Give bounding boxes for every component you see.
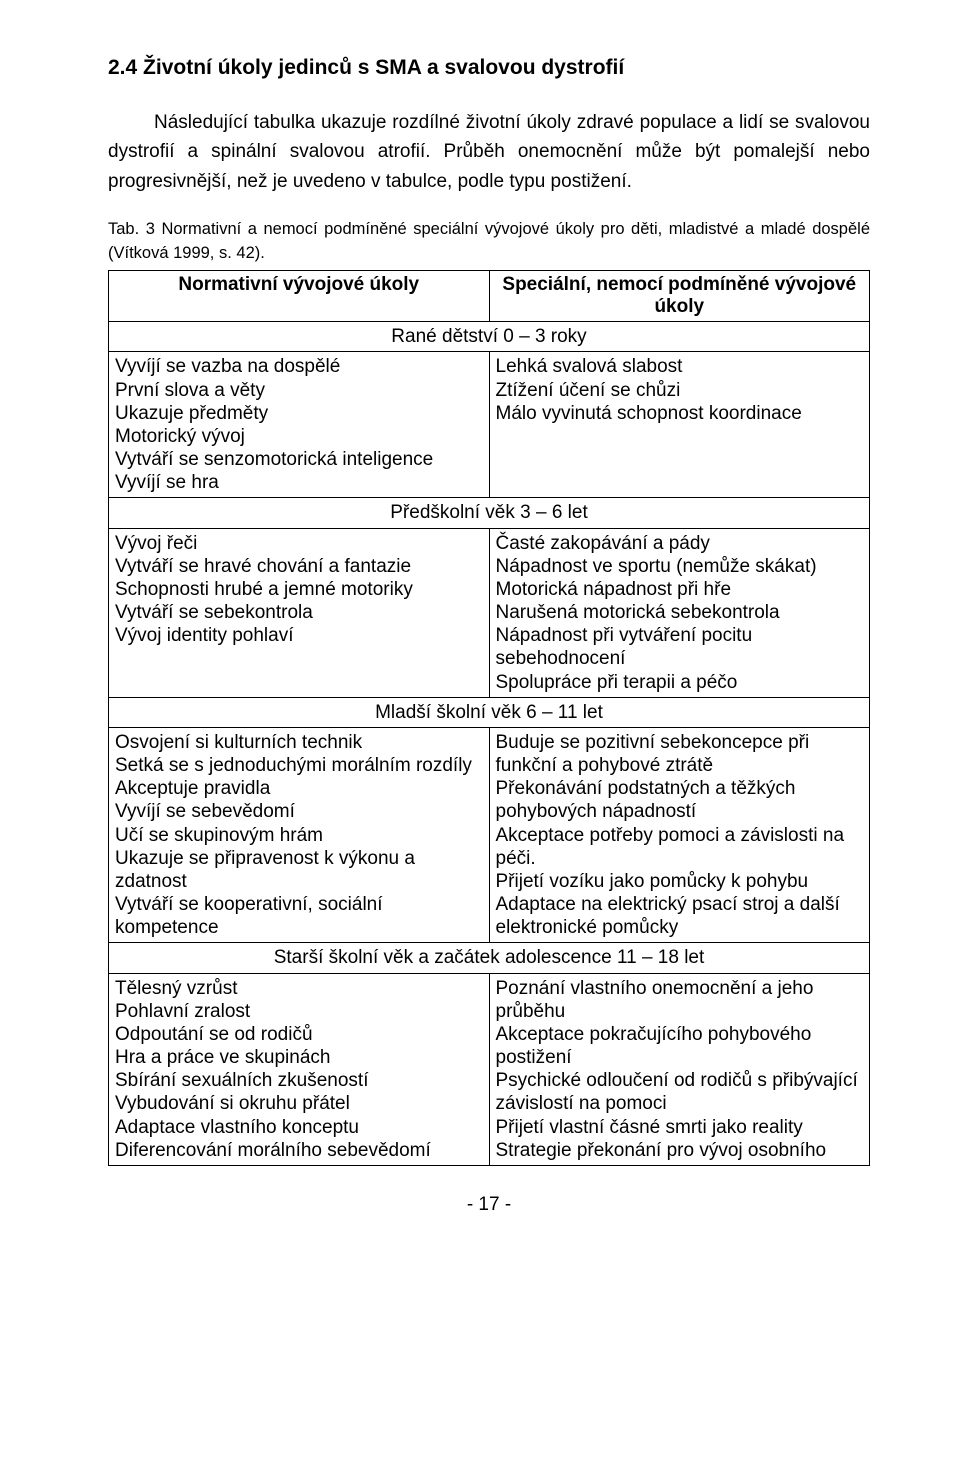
special-cell: Lehká svalová slabostZtížení účení se ch… [489,352,870,498]
special-cell: Časté zakopávání a pádyNápadnost ve spor… [489,528,870,697]
intro-paragraph: Následující tabulka ukazuje rozdílné živ… [108,108,870,196]
developmental-tasks-table: Normativní vývojové úkolySpeciální, nemo… [108,270,870,1166]
section-heading: 2.4 Životní úkoly jedinců s SMA a svalov… [108,56,870,80]
phase-title: Starší školní věk a začátek adolescence … [109,943,870,973]
normative-cell: Vývoj řečiVytváří se hravé chování a fan… [109,528,490,697]
normative-cell: Tělesný vzrůstPohlavní zralostOdpoutání … [109,973,490,1165]
normative-cell: Osvojení si kulturních technikSetká se s… [109,727,490,943]
phase-title: Předškolní věk 3 – 6 let [109,498,870,528]
section-number: 2.4 [108,56,137,79]
col-header-special: Speciální, nemocí podmíněné vývojové úko… [489,271,870,322]
normative-cell: Vyvíjí se vazba na dospěléPrvní slova a … [109,352,490,498]
table-caption: Tab. 3 Normativní a nemocí podmíněné spe… [108,218,870,266]
page-number: - 17 - [108,1194,870,1216]
phase-title: Rané dětství 0 – 3 roky [109,322,870,352]
special-cell: Poznání vlastního onemocnění a jeho průb… [489,973,870,1165]
phase-title: Mladší školní věk 6 – 11 let [109,697,870,727]
col-header-normative: Normativní vývojové úkoly [109,271,490,322]
special-cell: Buduje se pozitivní sebekoncepce při fun… [489,727,870,943]
section-title-text: Životní úkoly jedinců s SMA a svalovou d… [143,56,624,79]
